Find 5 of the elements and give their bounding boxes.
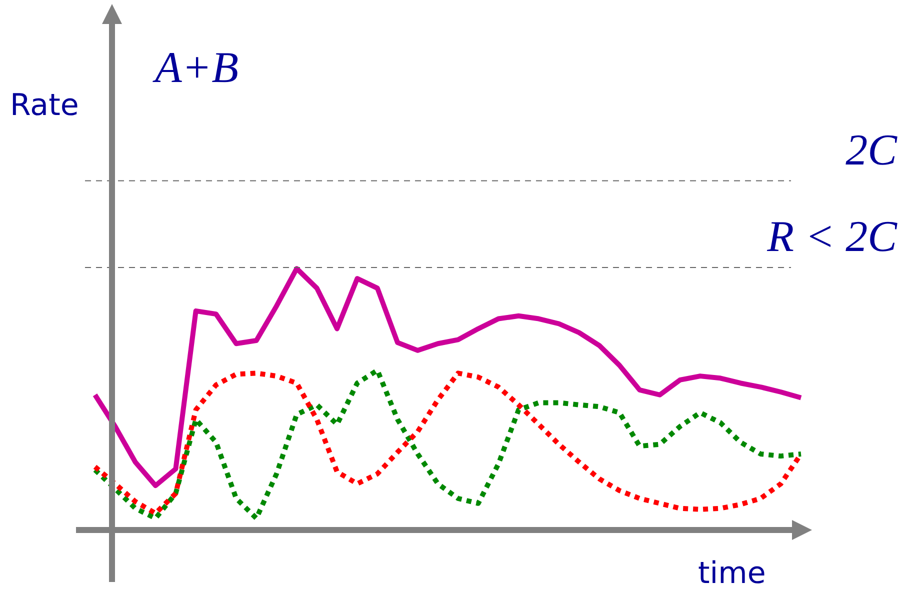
- ref-line-label: 2C: [846, 125, 898, 174]
- y-axis-title: Rate: [10, 88, 79, 123]
- text: A+B: [155, 42, 238, 93]
- x-axis-title: time: [698, 556, 766, 591]
- ref-line-label: R < 2C: [766, 212, 898, 262]
